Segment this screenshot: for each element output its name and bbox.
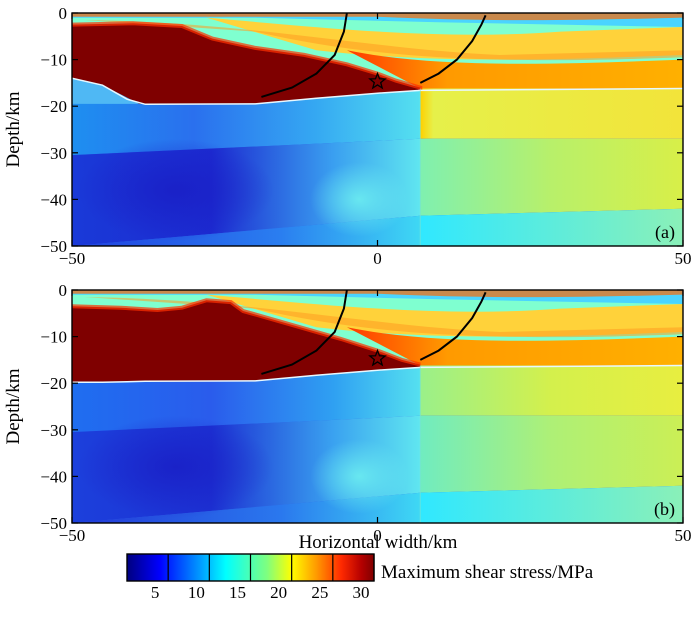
y-tick-label: −50 — [40, 237, 67, 256]
y-tick-label: −30 — [40, 421, 67, 440]
fault-trace-left — [261, 289, 348, 375]
saturated-zone — [72, 23, 421, 104]
stress-field — [72, 290, 683, 523]
x-tick-label: 50 — [675, 249, 692, 268]
stress-field — [72, 13, 683, 246]
x-tick-label: 50 — [675, 526, 692, 545]
panel-b: 0 −10 −20 −30 −40 −50−50 0 50 Depth/km (b) — [3, 281, 692, 545]
x-tick-label: −50 — [59, 249, 86, 268]
y-axis-label: Depth/km — [3, 368, 24, 444]
y-tick-label: −20 — [40, 374, 67, 393]
panel-a: 0 −10 −20 −30 −40 −50−50 0 50 Depth/km (a) — [3, 4, 692, 268]
panel-label: (b) — [654, 499, 675, 520]
x-tick-label: −50 — [59, 526, 86, 545]
y-axis-label: Depth/km — [3, 91, 24, 167]
panel-label: (a) — [655, 222, 675, 243]
y-tick-label: −40 — [40, 190, 67, 209]
fault-trace-right — [419, 291, 487, 361]
colorbar-tick-label: 25 — [311, 583, 328, 602]
colorbar-tick-label: 5 — [151, 583, 160, 602]
x-tick-label: 0 — [373, 526, 382, 545]
colorbar-tick-label: 30 — [353, 583, 370, 602]
colorbar-tick-label: 10 — [188, 583, 205, 602]
y-tick-label: −50 — [40, 514, 67, 533]
x-axis-label: Horizontal width/km — [299, 532, 458, 553]
y-tick-label: −20 — [40, 97, 67, 116]
colorbar-tick-label: 15 — [229, 583, 246, 602]
y-tick-label: −30 — [40, 144, 67, 163]
y-tick-label: 0 — [59, 4, 68, 23]
saturated-zone — [72, 300, 421, 383]
y-tick-label: 0 — [59, 281, 68, 300]
epicenter-star-icon — [368, 348, 387, 367]
x-tick-label: 0 — [373, 249, 382, 268]
fault-trace-right — [419, 14, 487, 84]
fault-trace-left — [261, 12, 348, 98]
colorbar-label: Maximum shear stress/MPa — [381, 562, 594, 583]
epicenter-star-icon — [368, 71, 387, 90]
y-tick-label: −40 — [40, 467, 67, 486]
y-tick-label: −10 — [40, 328, 67, 347]
y-tick-label: −10 — [40, 51, 67, 70]
colorbar-tick-label: 20 — [270, 583, 287, 602]
colorbar: 5 10 15 20 25 30 — [126, 553, 375, 602]
